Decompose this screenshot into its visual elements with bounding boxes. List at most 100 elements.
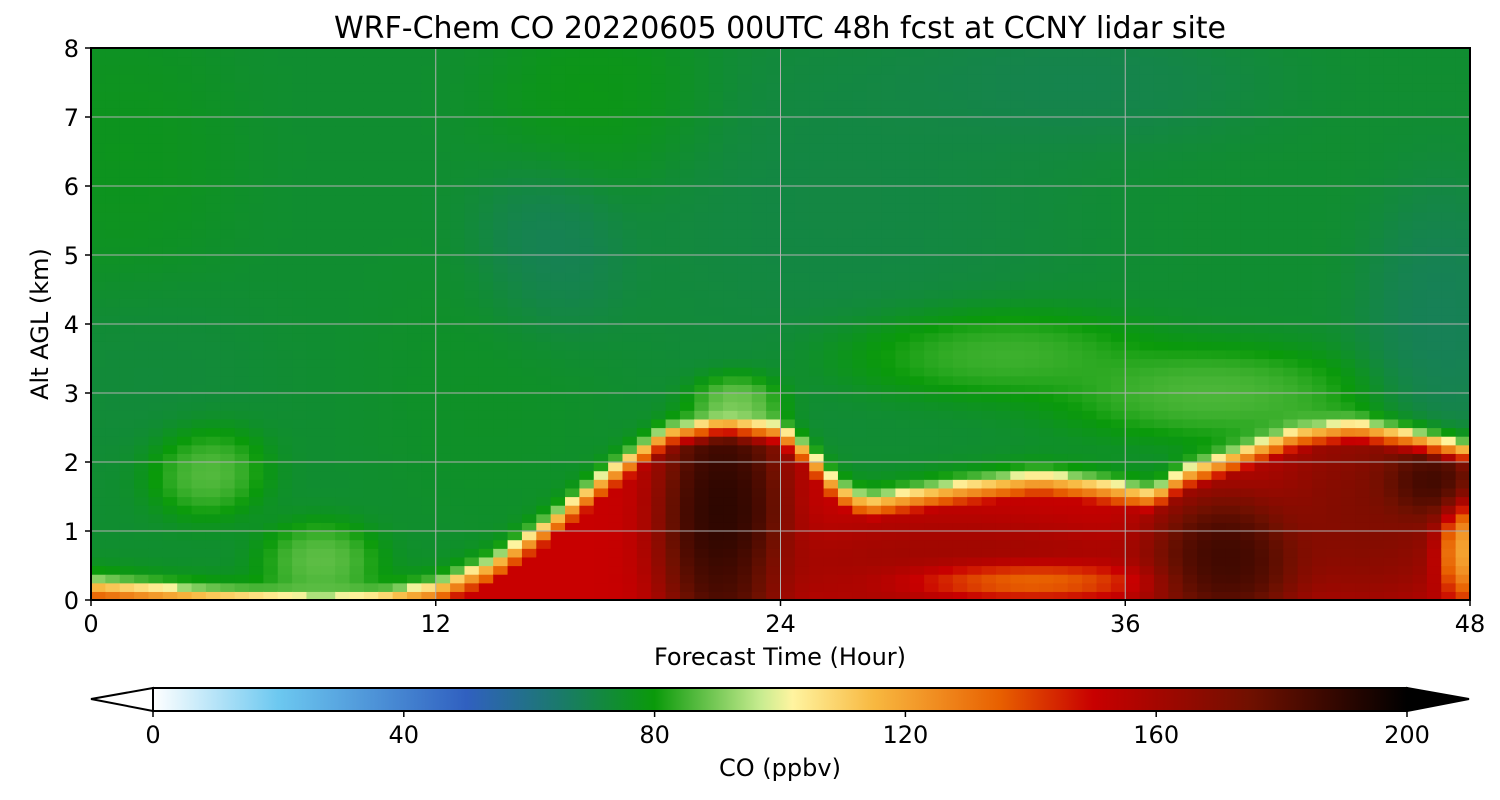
heatmap-cell — [1182, 211, 1198, 222]
heatmap-cell — [651, 444, 667, 454]
heatmap-cell — [924, 556, 940, 567]
heatmap-cell — [91, 591, 106, 601]
heatmap-cell — [751, 99, 767, 109]
heatmap-cell — [435, 56, 451, 66]
heatmap-cell — [694, 298, 710, 308]
heatmap-cell — [579, 556, 595, 567]
heatmap-cell — [234, 263, 250, 273]
heatmap-cell — [407, 539, 422, 549]
heatmap-cell — [938, 470, 954, 480]
heatmap-cell — [694, 496, 710, 506]
heatmap-cell — [866, 56, 882, 66]
heatmap-cell — [1082, 160, 1098, 170]
heatmap-cell — [780, 160, 796, 170]
heatmap-cell — [1067, 298, 1083, 308]
heatmap-cell — [435, 513, 451, 523]
heatmap-cell — [823, 453, 839, 463]
heatmap-cell — [1110, 306, 1126, 316]
heatmap-cell — [1096, 522, 1112, 532]
heatmap-cell — [1168, 160, 1184, 170]
heatmap-cell — [407, 229, 422, 239]
heatmap-cell — [392, 203, 408, 213]
heatmap-cell — [665, 211, 681, 222]
heatmap-cell — [1067, 220, 1083, 230]
heatmap-cell — [1096, 91, 1112, 101]
heatmap-cell — [708, 358, 724, 368]
heatmap-cell — [1110, 427, 1126, 437]
heatmap-cell — [205, 298, 221, 308]
heatmap-cell — [119, 591, 135, 601]
heatmap-cell — [292, 108, 308, 118]
heatmap-cell — [105, 117, 121, 127]
heatmap-cell — [162, 548, 178, 558]
heatmap-cell — [579, 229, 595, 239]
heatmap-cell — [1053, 280, 1069, 291]
heatmap-cell — [766, 82, 782, 92]
heatmap-cell — [105, 306, 121, 316]
heatmap-cell — [766, 401, 782, 411]
heatmap-cell — [651, 65, 667, 75]
heatmap-cell — [521, 401, 537, 411]
heatmap-cell — [1153, 496, 1169, 506]
heatmap-cell — [507, 73, 523, 84]
heatmap-cell — [622, 203, 638, 213]
heatmap-cell — [134, 186, 150, 196]
heatmap-cell — [191, 393, 207, 403]
heatmap-cell — [493, 263, 509, 273]
heatmap-cell — [507, 470, 523, 480]
heatmap-cell — [205, 470, 221, 480]
heatmap-cell — [292, 220, 308, 230]
heatmap-cell — [1096, 375, 1112, 385]
heatmap-cell — [766, 134, 782, 144]
heatmap-cell — [952, 505, 968, 515]
heatmap-cell — [780, 332, 796, 342]
heatmap-cell — [249, 574, 264, 584]
heatmap-cell — [507, 229, 523, 239]
heatmap-cell — [1139, 574, 1155, 584]
heatmap-cell — [737, 324, 753, 334]
heatmap-cell — [881, 82, 897, 92]
heatmap-cell — [751, 134, 767, 144]
heatmap-cell — [450, 255, 466, 265]
heatmap-cell — [1010, 117, 1026, 127]
heatmap-cell — [134, 263, 150, 273]
heatmap-cell — [909, 427, 925, 437]
heatmap-cell — [493, 367, 509, 377]
heatmap-cell — [249, 73, 264, 84]
heatmap-cell — [421, 341, 437, 351]
heatmap-cell — [536, 427, 552, 437]
heatmap-cell — [1139, 324, 1155, 334]
heatmap-cell — [823, 82, 839, 92]
heatmap-cell — [737, 375, 753, 385]
heatmap-cell — [952, 556, 968, 567]
heatmap-cell — [924, 531, 940, 541]
heatmap-cell — [205, 539, 221, 549]
heatmap-cell — [837, 48, 853, 58]
heatmap-cell — [665, 151, 681, 161]
heatmap-cell — [407, 487, 422, 498]
heatmap-cell — [378, 82, 394, 92]
heatmap-cell — [177, 487, 193, 498]
heatmap-cell — [320, 186, 336, 196]
heatmap-cell — [1024, 453, 1040, 463]
heatmap-cell — [450, 73, 466, 84]
heatmap-cell — [191, 125, 207, 135]
heatmap-cell — [981, 194, 997, 204]
heatmap-cell — [234, 125, 250, 135]
heatmap-cell — [493, 289, 509, 299]
heatmap-cell — [837, 496, 853, 506]
heatmap-cell — [608, 375, 624, 385]
heatmap-cell — [766, 168, 782, 178]
heatmap-cell — [794, 522, 810, 532]
heatmap-cell — [392, 48, 408, 58]
heatmap-cell — [148, 298, 164, 308]
heatmap-cell — [1125, 177, 1141, 187]
heatmap-cell — [895, 332, 911, 342]
heatmap-cell — [1053, 427, 1069, 437]
heatmap-cell — [1010, 324, 1026, 334]
heatmap-cell — [177, 410, 193, 420]
heatmap-cell — [493, 65, 509, 75]
heatmap-cell — [837, 401, 853, 411]
heatmap-cell — [823, 522, 839, 532]
heatmap-cell — [464, 211, 480, 222]
